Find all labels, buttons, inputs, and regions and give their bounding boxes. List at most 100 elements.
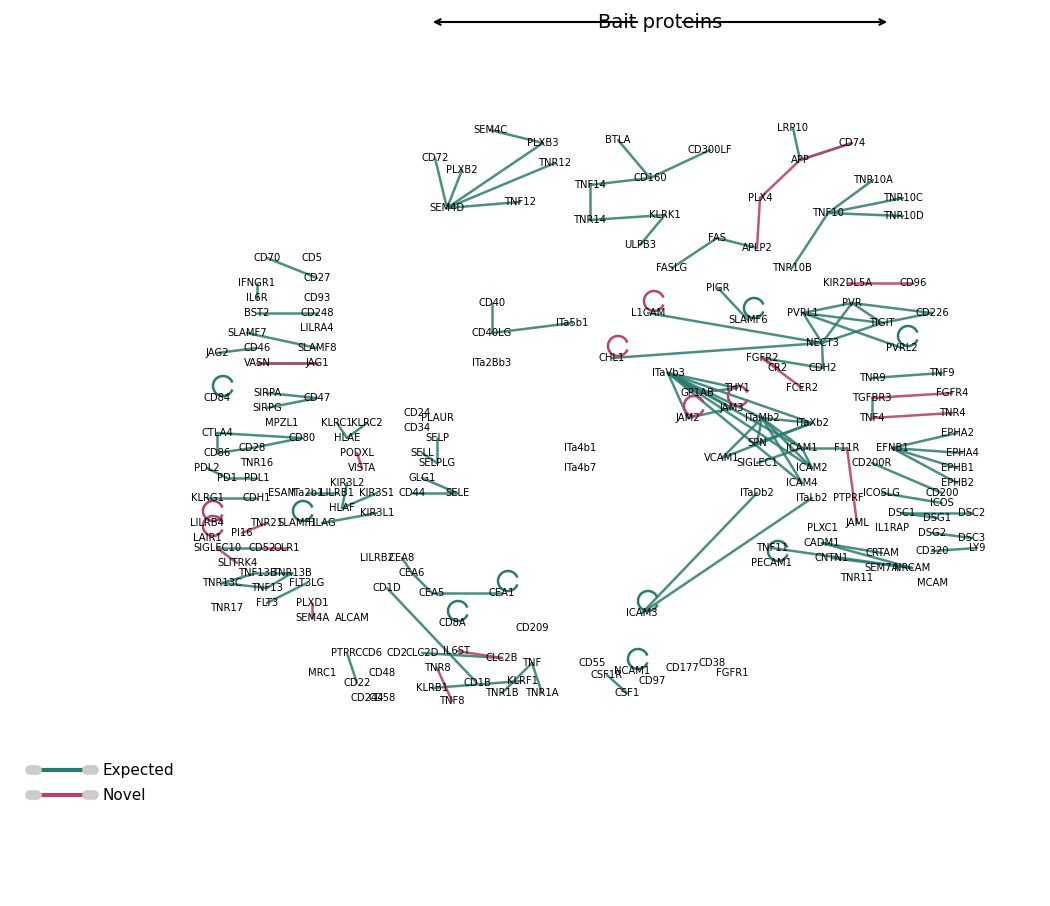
Text: PTPRF: PTPRF — [833, 493, 863, 503]
Text: CD200R: CD200R — [852, 458, 892, 468]
Text: TGFBR3: TGFBR3 — [853, 393, 891, 403]
Text: Novel: Novel — [102, 787, 146, 803]
Text: CADM1: CADM1 — [803, 538, 840, 548]
Text: PLXD1: PLXD1 — [296, 598, 329, 608]
Text: DSC1: DSC1 — [888, 508, 916, 518]
Text: NECT3: NECT3 — [805, 338, 839, 348]
Text: CD58: CD58 — [369, 693, 396, 703]
Text: KIR3S1: KIR3S1 — [359, 488, 395, 498]
Text: CNTN1: CNTN1 — [815, 553, 849, 563]
Text: LILRB2: LILRB2 — [360, 553, 394, 563]
Text: TNR17: TNR17 — [210, 603, 244, 613]
Text: ITaXb2: ITaXb2 — [796, 418, 828, 428]
Text: TNR11: TNR11 — [840, 573, 874, 583]
Text: LAIR1: LAIR1 — [192, 533, 222, 543]
Text: JAM2: JAM2 — [676, 413, 700, 423]
Text: SIRPG: SIRPG — [252, 403, 281, 413]
Text: CD248: CD248 — [300, 308, 334, 318]
Text: PVRL2: PVRL2 — [886, 343, 918, 353]
Text: CSF1: CSF1 — [614, 688, 639, 698]
Text: CD22: CD22 — [343, 678, 371, 688]
Text: ALCAM: ALCAM — [335, 613, 370, 623]
Text: FAS: FAS — [708, 233, 726, 243]
Text: TNR10C: TNR10C — [883, 193, 923, 203]
Text: CD96: CD96 — [899, 278, 927, 288]
Text: NRCAM: NRCAM — [894, 563, 930, 573]
Text: TNR10D: TNR10D — [883, 211, 923, 221]
Text: SPN: SPN — [748, 438, 766, 448]
Text: CD8A: CD8A — [438, 618, 466, 628]
Text: LILRB4: LILRB4 — [190, 518, 224, 528]
Text: CEA6: CEA6 — [399, 568, 425, 578]
Text: PI16: PI16 — [231, 528, 253, 538]
Text: PLAUR: PLAUR — [421, 413, 454, 423]
Text: ITa5b1: ITa5b1 — [555, 318, 588, 328]
Text: TNR21: TNR21 — [251, 518, 284, 528]
Text: CD226: CD226 — [916, 308, 949, 318]
Text: CD93: CD93 — [303, 293, 331, 303]
Text: SLAMF6: SLAMF6 — [729, 315, 768, 325]
Text: CD1D: CD1D — [373, 583, 401, 593]
Text: PLXB3: PLXB3 — [527, 138, 559, 148]
Text: CD74: CD74 — [838, 138, 865, 148]
Text: SEM4A: SEM4A — [295, 613, 329, 623]
Text: SEM4D: SEM4D — [429, 203, 464, 213]
Text: ITa4b1: ITa4b1 — [564, 443, 596, 453]
Text: HLAG: HLAG — [308, 518, 336, 528]
Text: TNF14: TNF14 — [574, 180, 606, 190]
Text: CD84: CD84 — [204, 393, 231, 403]
Text: FASLG: FASLG — [656, 263, 688, 273]
Text: ICAM1: ICAM1 — [786, 443, 818, 453]
Text: SELL: SELL — [411, 448, 434, 458]
Text: PIGR: PIGR — [707, 283, 730, 293]
Text: CSF1R: CSF1R — [591, 670, 623, 680]
Text: L1CAM: L1CAM — [631, 308, 665, 318]
Text: NCAM1: NCAM1 — [614, 666, 650, 676]
Text: TNR9: TNR9 — [859, 373, 885, 383]
Text: PTPRC: PTPRC — [332, 648, 362, 658]
Text: SELE: SELE — [445, 488, 469, 498]
Text: HLAE: HLAE — [334, 433, 360, 443]
Text: TNF13: TNF13 — [251, 583, 282, 593]
Text: TNF12: TNF12 — [504, 197, 536, 207]
Text: ULPB3: ULPB3 — [624, 240, 656, 250]
Text: CD200: CD200 — [925, 488, 959, 498]
Text: TNR14: TNR14 — [573, 215, 607, 225]
Text: ITaMb2: ITaMb2 — [744, 413, 779, 423]
Text: TNR1A: TNR1A — [525, 688, 559, 698]
Text: PDL1: PDL1 — [245, 473, 270, 483]
Text: SEM4C: SEM4C — [472, 125, 507, 135]
Text: DSG1: DSG1 — [923, 513, 951, 523]
Text: Bait proteins: Bait proteins — [597, 13, 722, 32]
Text: CD44: CD44 — [398, 488, 425, 498]
Text: GP1AB: GP1AB — [680, 388, 714, 398]
Text: CD86: CD86 — [204, 448, 231, 458]
Text: MPZL1: MPZL1 — [266, 418, 298, 428]
Text: ITa2b1: ITa2b1 — [291, 488, 323, 498]
Text: MCAM: MCAM — [917, 578, 947, 588]
Text: BST2: BST2 — [245, 308, 270, 318]
Text: JAG2: JAG2 — [205, 348, 229, 358]
Text: TNF8: TNF8 — [439, 696, 465, 706]
Text: TNF: TNF — [523, 658, 542, 668]
Text: MRC1: MRC1 — [308, 668, 336, 678]
Text: CHL1: CHL1 — [598, 353, 625, 363]
Text: ESAM: ESAM — [268, 488, 296, 498]
Text: CD5: CD5 — [301, 253, 322, 263]
Text: PODXL: PODXL — [340, 448, 374, 458]
Text: CD40: CD40 — [479, 298, 505, 308]
Text: TNR4: TNR4 — [939, 408, 965, 418]
Text: ITaLb2: ITaLb2 — [796, 493, 827, 503]
Text: CD2: CD2 — [386, 648, 407, 658]
Text: SELP: SELP — [425, 433, 449, 443]
Text: CD24: CD24 — [403, 408, 430, 418]
Text: CRTAM: CRTAM — [865, 548, 899, 558]
Text: SIRPA: SIRPA — [253, 388, 281, 398]
Text: CD34: CD34 — [403, 423, 430, 433]
Text: PVR: PVR — [842, 298, 862, 308]
Text: TNR10A: TNR10A — [853, 175, 892, 185]
Text: CD80: CD80 — [289, 433, 316, 443]
Text: KIR2DL5A: KIR2DL5A — [823, 278, 873, 288]
Text: TNR13B: TNR13B — [272, 568, 312, 578]
Text: SLAMF1: SLAMF1 — [277, 518, 317, 528]
